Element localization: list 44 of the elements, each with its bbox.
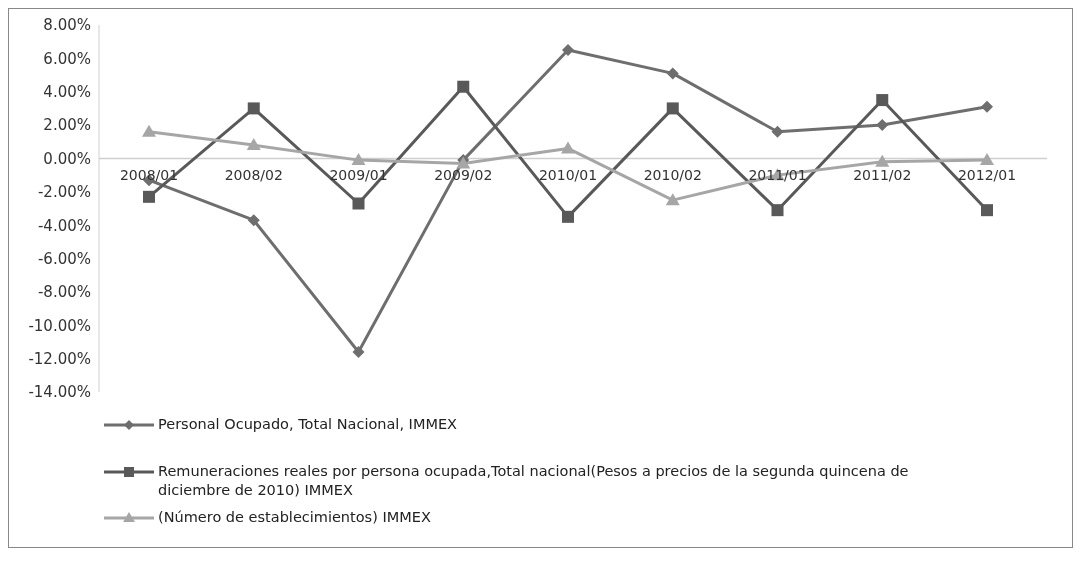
point	[981, 204, 993, 217]
point	[352, 197, 365, 210]
y-tick-label: 4.00%	[43, 83, 91, 102]
point	[876, 119, 889, 132]
point	[247, 102, 260, 115]
x-tick-label: 2011/02	[853, 167, 912, 184]
point	[457, 80, 470, 93]
point	[562, 210, 574, 223]
point	[352, 345, 365, 358]
point	[143, 190, 155, 203]
legend-label: (Número de establecimientos) IMMEX	[158, 508, 431, 527]
y-tick-label: 0.00%	[43, 149, 91, 168]
point	[980, 153, 994, 166]
y-tick-label: -14.00%	[28, 383, 91, 402]
point	[666, 67, 679, 80]
point	[351, 153, 366, 166]
point	[981, 100, 993, 113]
x-tick-label: 2008/02	[224, 167, 283, 184]
x-tick-label: 2012/01	[957, 167, 1017, 184]
point	[876, 94, 889, 107]
y-tick-label: 6.00%	[43, 49, 91, 68]
y-tick-label: -8.00%	[37, 283, 91, 302]
x-tick-label: 2010/01	[538, 167, 598, 184]
point	[771, 204, 784, 217]
y-tick-label: -6.00%	[37, 249, 91, 268]
point	[562, 44, 574, 57]
point	[142, 124, 156, 137]
y-tick-label: -2.00%	[37, 183, 91, 202]
point	[665, 193, 680, 206]
point	[561, 141, 575, 154]
x-tick-label: 2011/01	[748, 167, 807, 184]
point	[247, 214, 260, 227]
point	[666, 102, 679, 115]
y-tick-label: -4.00%	[37, 216, 91, 235]
y-tick-label: 2.00%	[43, 116, 91, 135]
point	[246, 138, 261, 151]
y-tick-label: 8.00%	[43, 16, 91, 35]
legend-label: Remuneraciones reales por persona ocupada,Total nacional(Pesos a precios de la segunda quincena de diciembre de 2010) IMMEX	[158, 462, 910, 500]
y-tick-label: -10.00%	[28, 316, 91, 335]
y-tick-label: -12.00%	[28, 349, 91, 368]
point	[771, 125, 784, 138]
x-tick-label: 2010/02	[643, 167, 702, 184]
point	[875, 154, 890, 167]
legend-label: Personal Ocupado, Total Nacional, IMMEX	[158, 415, 457, 434]
